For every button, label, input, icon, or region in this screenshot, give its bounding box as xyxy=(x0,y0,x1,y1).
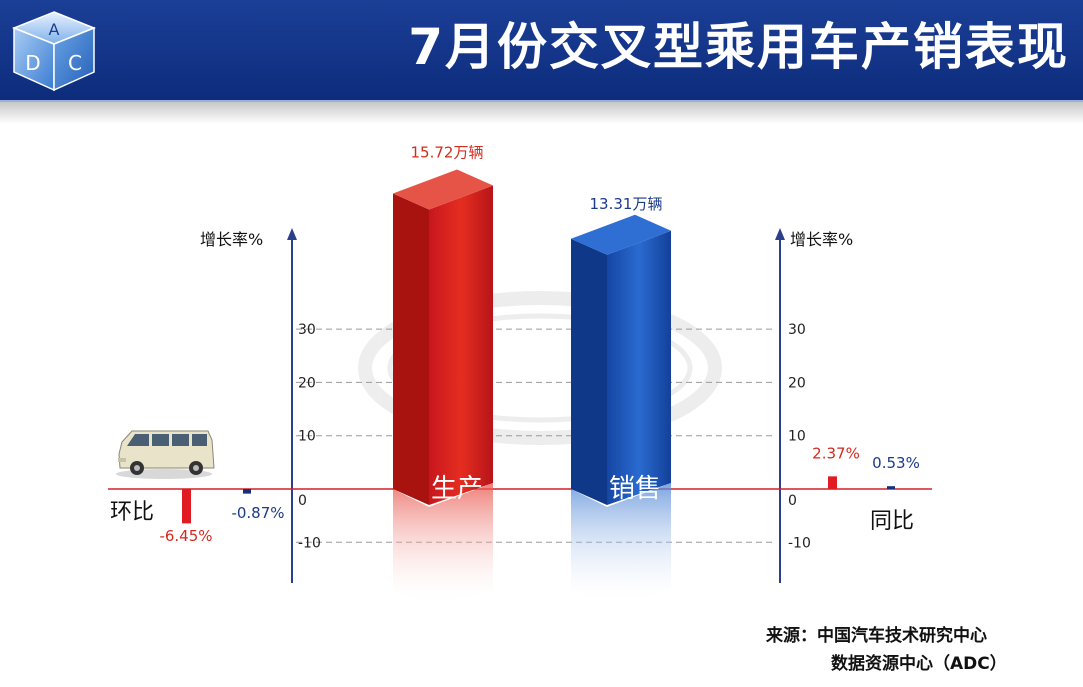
logo-letter-a: A xyxy=(49,20,60,39)
title-bar xyxy=(0,0,1083,102)
page-title: 7月份交叉型乘用车产销表现 xyxy=(408,18,1069,76)
logo-letter-d: D xyxy=(25,51,40,75)
left-y-tick-label: 10 xyxy=(298,429,316,445)
logo-letter-c: C xyxy=(68,51,82,75)
volume-bar-reflection xyxy=(393,483,493,607)
growth-bar xyxy=(243,489,251,494)
watermark xyxy=(358,291,722,445)
growth-value-label: 0.53% xyxy=(872,454,920,472)
growth-bar xyxy=(828,476,837,489)
right-y-axis xyxy=(775,228,785,583)
left-y-axis-title: 增长率% xyxy=(200,230,264,249)
gridlines xyxy=(296,328,776,543)
left-y-tick-label: -10 xyxy=(298,535,321,551)
right-y-tick-label: 20 xyxy=(788,375,806,391)
y-tick-labels: -10 -10 0 0 10 10 20 20 30 30 xyxy=(298,322,811,551)
growth-value-label: -0.87% xyxy=(231,504,284,522)
growth-value-label: 2.37% xyxy=(812,444,860,462)
minivan-icon xyxy=(116,430,215,479)
left-y-axis xyxy=(287,228,297,583)
growth-bar xyxy=(887,486,895,490)
volume-bar xyxy=(429,185,493,506)
volume-bar-name-label: 生产 xyxy=(431,474,483,504)
right-y-tick-label: 30 xyxy=(788,322,806,338)
right-axis-arrow-icon xyxy=(775,228,785,240)
growth-value-label: -6.45% xyxy=(159,527,212,545)
source-line-2: 数据资源中心（ADC） xyxy=(831,654,1007,674)
volume-bar-top xyxy=(571,214,671,255)
title-bar-shadow xyxy=(0,102,1083,124)
right-y-tick-label: -10 xyxy=(788,535,811,551)
volume-bar-left-face xyxy=(571,238,607,505)
source-line-1: 来源：中国汽车技术研究中心 xyxy=(766,626,987,646)
volume-bars xyxy=(393,169,671,607)
adc-logo: A D C xyxy=(11,11,97,92)
left-y-tick-label: 0 xyxy=(298,493,307,509)
right-y-axis-title: 增长率% xyxy=(790,230,854,249)
volume-bar-left-face xyxy=(393,193,429,506)
volume-bar xyxy=(607,230,671,505)
volume-value-label: 15.72万辆 xyxy=(411,143,484,161)
left-axis-arrow-icon xyxy=(287,228,297,240)
right-y-tick-label: 0 xyxy=(788,493,797,509)
growth-bars xyxy=(182,476,895,524)
volume-bar-name-label: 销售 xyxy=(609,474,661,504)
right-y-tick-label: 10 xyxy=(788,429,806,445)
volume-bar-top xyxy=(393,169,493,210)
left-y-tick-label: 30 xyxy=(298,322,316,338)
volume-bar-reflection xyxy=(571,483,671,607)
left-y-tick-label: 20 xyxy=(298,375,316,391)
volume-value-label: 13.31万辆 xyxy=(590,195,663,213)
growth-bar xyxy=(182,489,191,524)
yoy-label: 同比 xyxy=(870,509,915,534)
mom-label: 环比 xyxy=(110,500,155,525)
